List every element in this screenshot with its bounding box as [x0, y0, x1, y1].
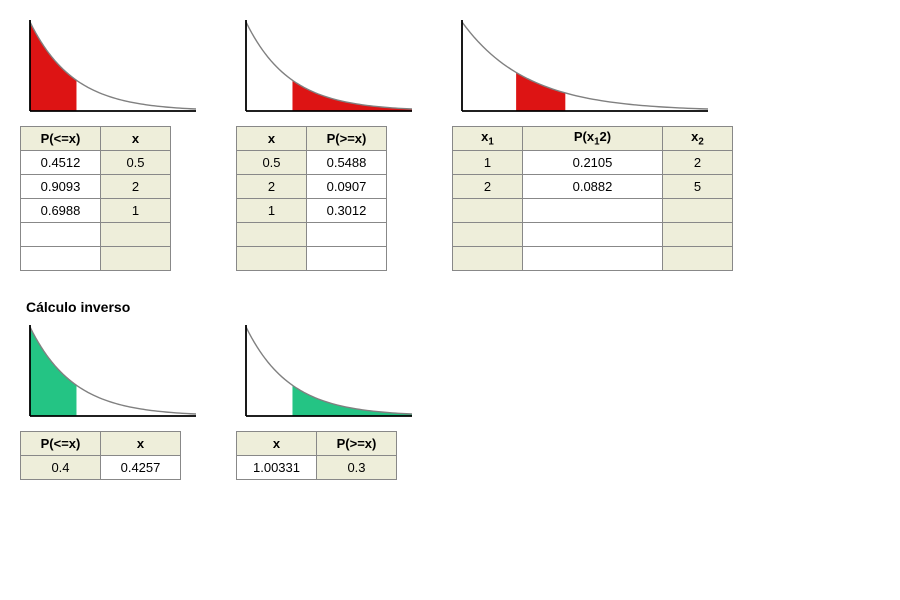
table-row: 10.3012: [237, 199, 387, 223]
cell: [523, 199, 663, 223]
top-row: P(<=x)x0.45120.50.909320.69881 xP(>=x)0.…: [20, 20, 880, 271]
table-top-right: x1P(x12)x210.2105220.08825: [452, 126, 733, 271]
col-header: P(>=x): [317, 432, 397, 456]
chart-bottom-mid: [242, 325, 412, 423]
panel-bottom-left: P(<=x)x0.40.4257: [20, 325, 196, 480]
cell: 1.00331: [237, 456, 317, 480]
table-row: [21, 223, 171, 247]
col-header: x: [101, 432, 181, 456]
cell: 0.3012: [307, 199, 387, 223]
chart-bottom-left: [26, 325, 196, 423]
chart-top-left: [26, 20, 196, 118]
cell: [21, 223, 101, 247]
table-row: [237, 247, 387, 271]
cell: [307, 223, 387, 247]
cell: [101, 247, 171, 271]
cell: [237, 247, 307, 271]
cell: 2: [101, 175, 171, 199]
cell: 0.4512: [21, 151, 101, 175]
cell: [663, 247, 733, 271]
panel-top-right: x1P(x12)x210.2105220.08825: [452, 20, 733, 271]
cell: [237, 223, 307, 247]
cell: 0.0882: [523, 175, 663, 199]
cell: [453, 199, 523, 223]
col-header: x2: [663, 127, 733, 151]
data-table: x1P(x12)x210.2105220.08825: [452, 126, 733, 271]
table-row: [453, 199, 733, 223]
cell: [21, 247, 101, 271]
chart-top-mid: [242, 20, 412, 118]
chart-top-right: [458, 20, 708, 118]
cell: 0.2105: [523, 151, 663, 175]
cell: 0.5: [101, 151, 171, 175]
col-header: x: [237, 432, 317, 456]
cell: 1: [101, 199, 171, 223]
col-header: x: [237, 127, 307, 151]
table-bottom-mid: xP(>=x)1.003310.3: [236, 431, 397, 480]
table-row: 1.003310.3: [237, 456, 397, 480]
cell: 2: [663, 151, 733, 175]
cell: 2: [453, 175, 523, 199]
table-row: [237, 223, 387, 247]
cell: 0.3: [317, 456, 397, 480]
data-table: xP(>=x)0.50.548820.090710.3012: [236, 126, 387, 271]
cell: 5: [663, 175, 733, 199]
cell: [523, 223, 663, 247]
panel-top-left: P(<=x)x0.45120.50.909320.69881: [20, 20, 196, 271]
cell: 0.4257: [101, 456, 181, 480]
cell: [663, 223, 733, 247]
cell: 0.9093: [21, 175, 101, 199]
table-row: [453, 247, 733, 271]
cell: 0.6988: [21, 199, 101, 223]
col-header: x: [101, 127, 171, 151]
table-row: 10.21052: [453, 151, 733, 175]
cell: [663, 199, 733, 223]
cell: 0.5488: [307, 151, 387, 175]
table-row: 0.40.4257: [21, 456, 181, 480]
cell: 0.5: [237, 151, 307, 175]
data-table: P(<=x)x0.45120.50.909320.69881: [20, 126, 171, 271]
cell: 0.0907: [307, 175, 387, 199]
cell: [523, 247, 663, 271]
col-header: P(>=x): [307, 127, 387, 151]
cell: 0.4: [21, 456, 101, 480]
table-row: 20.08825: [453, 175, 733, 199]
table-row: 0.90932: [21, 175, 171, 199]
section-title: Cálculo inverso: [26, 299, 880, 315]
table-row: 20.0907: [237, 175, 387, 199]
data-table: xP(>=x)1.003310.3: [236, 431, 397, 480]
table-row: 0.50.5488: [237, 151, 387, 175]
table-row: [453, 223, 733, 247]
panel-top-mid: xP(>=x)0.50.548820.090710.3012: [236, 20, 412, 271]
table-row: 0.45120.5: [21, 151, 171, 175]
cell: [307, 247, 387, 271]
cell: 1: [453, 151, 523, 175]
col-header: P(x12): [523, 127, 663, 151]
cell: 2: [237, 175, 307, 199]
table-bottom-left: P(<=x)x0.40.4257: [20, 431, 181, 480]
bottom-row: P(<=x)x0.40.4257 xP(>=x)1.003310.3: [20, 325, 880, 480]
table-top-left: P(<=x)x0.45120.50.909320.69881: [20, 126, 171, 271]
cell: [453, 223, 523, 247]
table-row: 0.69881: [21, 199, 171, 223]
col-header: P(<=x): [21, 432, 101, 456]
panel-bottom-mid: xP(>=x)1.003310.3: [236, 325, 412, 480]
cell: [101, 223, 171, 247]
cell: [453, 247, 523, 271]
col-header: x1: [453, 127, 523, 151]
cell: 1: [237, 199, 307, 223]
col-header: P(<=x): [21, 127, 101, 151]
table-row: [21, 247, 171, 271]
data-table: P(<=x)x0.40.4257: [20, 431, 181, 480]
table-top-mid: xP(>=x)0.50.548820.090710.3012: [236, 126, 387, 271]
